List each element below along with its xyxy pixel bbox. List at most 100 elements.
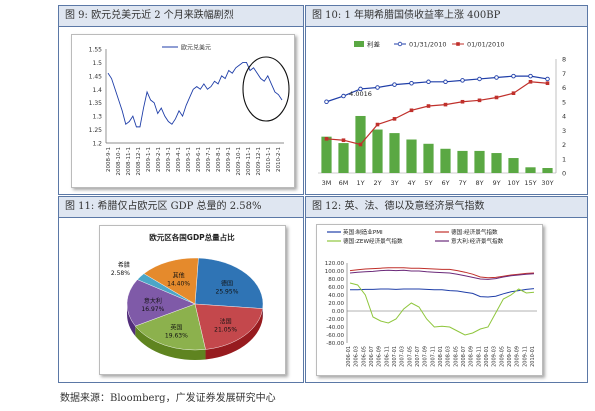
x-tick-label: 2006-07 (369, 346, 375, 367)
y-tick-label: -60.00 (326, 333, 344, 339)
x-tick-label: 2009-1-1 (146, 147, 152, 172)
pie-slice (143, 257, 199, 305)
slice-value-label: 2.58% (111, 270, 130, 277)
bar-spread (389, 133, 400, 173)
x-tick-label: 2009-09 (515, 346, 521, 367)
pie-side-wall (205, 308, 263, 360)
legend-label: 01/01/2010 (467, 41, 504, 49)
series-marker (324, 137, 329, 141)
panel-sentiment: 图 12: 英、法、德以及意经济景气指数 120.00 100.00 80.00 60… (305, 196, 588, 383)
slice-value-label: 25.95% (216, 288, 239, 295)
pie-slice (194, 257, 264, 309)
y-tick-label: 1.45 (89, 73, 103, 80)
legend-label: 德国:ZEW经济景气指数 (343, 237, 403, 245)
x-tick-label: 2007-09 (423, 346, 429, 367)
panel-title: 图 9: 欧元兑美元近 2 个月来跌幅剧烈 (59, 6, 303, 27)
y-tick-label: 8 (562, 56, 566, 64)
series-marker (409, 108, 414, 113)
series-marker (528, 80, 533, 84)
panel-title: 图 11: 希腊仅占欧元区 GDP 总量的 2.58% (59, 197, 303, 218)
greek-yield-chart: 8 7 6 5 4 3 2 1 0 3M 6M 1Y 2Y 3Y 4Y 5Y 6Y 7Y 8Y 9Y 10Y 15Y 30Y… (318, 40, 566, 187)
bar-spread (372, 129, 383, 173)
panel-eurusd: 图 9: 欧元兑美元近 2 个月来跌幅剧烈 1.55 1.5 1.45 1.4 1.35… (58, 5, 304, 195)
gdp-pie-chart: 欧元区各国GDP总量占比德国25.95%法国21.05%英国19.63%意大利1… (111, 232, 264, 360)
x-tick-label: 2008-9-1 (106, 147, 112, 172)
bar-spread (491, 153, 502, 173)
y-tick-label: 60.00 (328, 285, 344, 291)
x-tick-label: 15Y (524, 179, 536, 187)
y-tick-label: 0.00 (332, 309, 345, 315)
eurusd-chart: 1.55 1.5 1.45 1.4 1.35 1.3 1.25 1.2 2008-9-1 2008… (89, 44, 290, 175)
series-marker (409, 80, 414, 86)
series-line (349, 269, 535, 280)
bar-spread (440, 148, 451, 173)
x-tick-label: 2007-07 (415, 346, 421, 367)
x-tick-label: 2007-05 (407, 346, 413, 367)
bar-spread (457, 150, 468, 173)
series-marker (443, 102, 448, 107)
x-tick-label: 8Y (475, 179, 483, 187)
x-tick-label: 2009-2-1 (156, 147, 162, 172)
pie-slice (194, 303, 263, 350)
x-tick-label: 2009-11 (522, 346, 528, 367)
series-line (349, 267, 535, 279)
x-tick-label: 6Y (441, 179, 449, 187)
x-tick-label: 2009-10-1 (236, 147, 242, 175)
legend-swatch-marker (456, 42, 460, 46)
y-tick-label: 1.55 (89, 47, 103, 54)
series-marker (341, 138, 346, 143)
series-marker (460, 78, 465, 83)
x-tick-label: 2009-9-1 (226, 147, 232, 172)
x-tick-label: 2008-11 (476, 346, 482, 367)
pie-slice (126, 279, 196, 327)
series-line (326, 75, 548, 103)
y-tick-label: 100.00 (325, 269, 345, 275)
x-tick-label: 2009-8-1 (216, 147, 222, 172)
slice-label: 希腊 (118, 261, 130, 269)
y-tick-label: 1.4 (92, 87, 102, 94)
x-tick-label: 4Y (407, 179, 415, 187)
chart-box: 欧元区各国GDP总量占比 德国 25.95% 法国 21.05% 英国 19.63% 意大利 1… (99, 225, 286, 375)
bar-spread (321, 136, 332, 173)
x-tick-label: 5Y (424, 179, 432, 187)
series-marker (341, 93, 346, 99)
bar-spread (423, 143, 434, 173)
x-tick-label: 2Y (373, 179, 381, 187)
legend-swatch (354, 41, 364, 47)
series-line (326, 81, 548, 146)
x-tick-label: 9Y (492, 179, 500, 187)
series-marker (545, 81, 550, 86)
series-marker (494, 95, 499, 100)
y-tick-label: 4 (562, 113, 566, 121)
x-tick-label: 2006-03 (354, 346, 360, 367)
x-tick-label: 2006-11 (384, 346, 390, 367)
slice-label: 法国 (220, 318, 232, 326)
x-tick-label: 2008-11-1 (126, 147, 132, 175)
x-tick-label: 6M (339, 179, 349, 187)
x-tick-label: 3M (322, 179, 332, 187)
y-tick-label: 40.00 (328, 293, 344, 299)
series-marker (375, 122, 380, 127)
y-tick-label: 1.2 (92, 141, 102, 148)
panel-title: 图 12: 英、法、德以及意经济景气指数 (306, 197, 587, 218)
x-tick-label: 7Y (458, 179, 466, 187)
x-tick-label: 2009-12-1 (256, 147, 262, 175)
x-tick-label: 2007-03 (400, 346, 406, 367)
x-tick-label: 2009-3-1 (166, 147, 172, 172)
y-tick-label: 1.35 (89, 100, 103, 107)
panel-gdp-share: 图 11: 希腊仅占欧元区 GDP 总量的 2.58% 欧元区各国GDP总量占比… (58, 196, 304, 383)
slice-value-label: 14.40% (167, 281, 190, 288)
x-tick-label: 2008-09 (469, 346, 475, 367)
y-tick-label: 1 (562, 155, 566, 163)
series-marker (392, 117, 397, 121)
sentiment-chart: 120.00 100.00 80.00 60.00 40.00 20.00 0.00 -20.… (325, 228, 537, 367)
series-marker (358, 142, 363, 147)
series-marker (460, 99, 465, 104)
series-line-eurusd (107, 61, 283, 128)
series-marker (477, 98, 482, 103)
series-line (349, 282, 535, 336)
slice-label: 意大利 (144, 297, 162, 305)
legend-label: 利差 (367, 40, 381, 49)
x-tick-label: 2006-09 (377, 346, 383, 367)
slice-value-label: 21.05% (214, 327, 237, 334)
